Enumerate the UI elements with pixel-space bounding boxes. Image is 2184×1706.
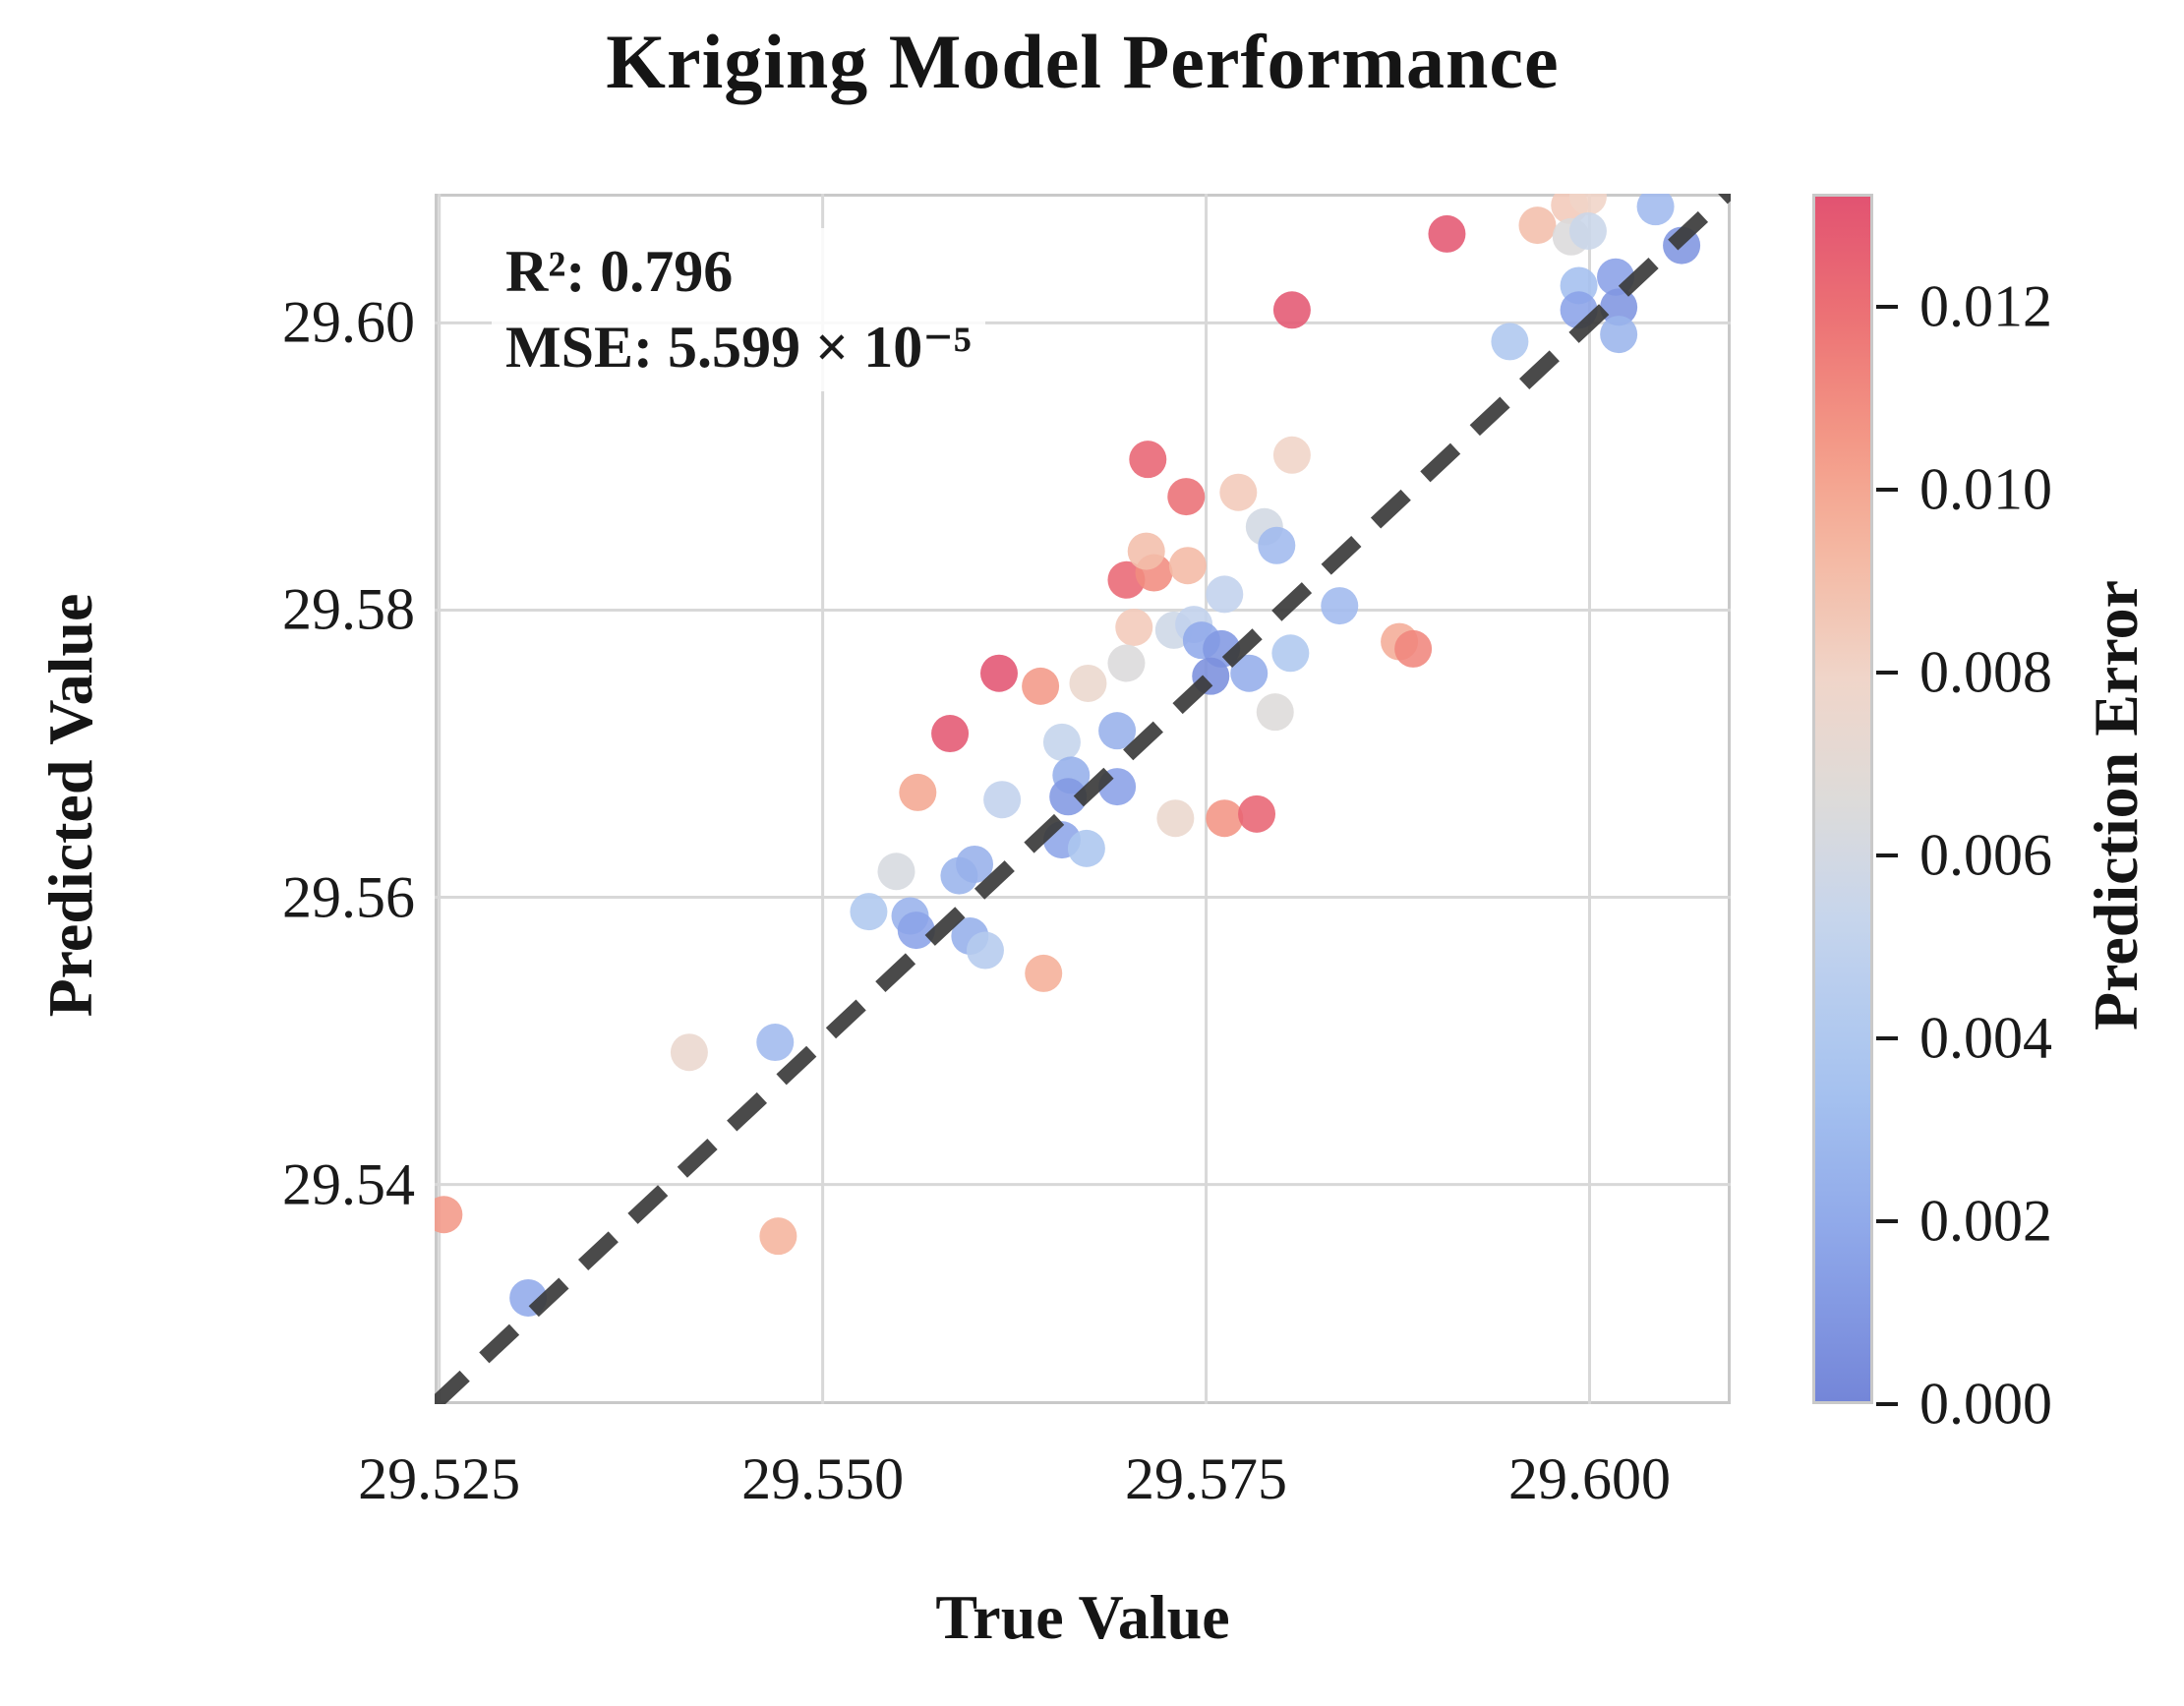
scatter-point [1568,194,1607,215]
scatter-point [1258,526,1296,564]
scatter-point [1491,323,1529,361]
colorbar-label: Prediction Error [2081,580,2151,1030]
scatter-point [1107,644,1146,682]
scatter-point [1428,214,1466,253]
scatter-point [1600,316,1638,354]
scatter-point [979,654,1018,692]
colorbar-tick-mark [1876,488,1898,493]
colorbar-tick-mark [1876,1402,1898,1406]
scatter-point [931,715,970,753]
colorbar-tick-label: 0.012 [1919,273,2052,339]
scatter-point [759,1217,797,1256]
scatter-point [1042,723,1081,761]
colorbar-tick-label: 0.002 [1919,1188,2052,1254]
colorbar-tick-mark [1876,853,1898,858]
x-tick-label: 29.575 [1125,1446,1288,1511]
y-tick-label: 29.54 [282,1151,415,1217]
scatter-point [1115,608,1153,646]
y-axis-label: Predicted Value [35,593,105,1018]
scatter-point [1568,211,1607,250]
y-tick-label: 29.60 [282,289,415,355]
x-tick-label: 29.525 [358,1446,521,1511]
scatter-point [877,853,915,891]
scatter-point [435,1196,463,1234]
scatter-point [1518,206,1557,245]
colorbar-tick-mark [1876,671,1898,676]
scatter-point [1636,194,1675,226]
colorbar-tick-label: 0.006 [1919,822,2052,888]
scatter-point [1321,587,1359,625]
colorbar-tick-mark [1876,1219,1898,1224]
chart-title: Kriging Model Performance [606,19,1560,104]
scatter-point [1127,532,1165,570]
scatter-point [1271,634,1310,673]
scatter-point [1022,667,1060,705]
scatter-point [956,845,994,883]
y-tick-label: 29.58 [282,576,415,642]
scatter-point [1394,629,1433,668]
scatter-point [1272,291,1311,329]
scatter-point [1067,829,1105,867]
scatter-point [1098,712,1137,750]
colorbar-tick-mark [1876,305,1898,310]
scatter-point [1238,794,1276,833]
scatter-point [897,912,935,950]
colorbar-tick-label: 0.008 [1919,639,2052,705]
identity-line [435,194,1731,1404]
scatter-point [1206,799,1244,838]
scatter-point [983,781,1022,819]
scatter-points [435,194,1701,1317]
colorbar-tick-label: 0.000 [1919,1371,2052,1437]
x-tick-label: 29.550 [741,1446,905,1511]
scatter-point [1230,654,1269,692]
colorbar-tick-mark [1876,1036,1898,1041]
scatter-point [1025,954,1063,992]
metrics-annotation: R²: 0.796 MSE: 5.599 × 10⁻⁵ [492,228,985,391]
scatter-point [1069,664,1107,702]
mse-value: MSE: 5.599 × 10⁻⁵ [505,314,972,380]
scatter-point [899,773,937,811]
scatter-point [1272,436,1311,474]
colorbar [1812,194,1873,1404]
scatter-point [1168,547,1207,585]
scatter-point [756,1024,795,1062]
scatter-point [850,893,888,931]
scatter-point [670,1033,708,1072]
scatter-point [1129,441,1167,479]
y-tick-label: 29.56 [282,864,415,930]
scatter-point [1600,288,1638,326]
r2-value: R²: 0.796 [505,239,734,304]
scatter-point [966,931,1004,970]
x-tick-label: 29.600 [1508,1446,1671,1511]
x-axis-label: True Value [935,1582,1230,1652]
identity-dashed-line [435,194,1731,1404]
colorbar-tick-label: 0.004 [1919,1005,2052,1071]
scatter-point [1206,575,1244,614]
scatter-point [1156,799,1195,838]
scatter-plot-canvas [435,194,1731,1404]
scatter-point [1219,473,1258,511]
scatter-point [1167,478,1206,516]
scatter-point [1256,693,1294,732]
scatter-point [1049,778,1088,816]
colorbar-tick-label: 0.010 [1919,456,2052,522]
